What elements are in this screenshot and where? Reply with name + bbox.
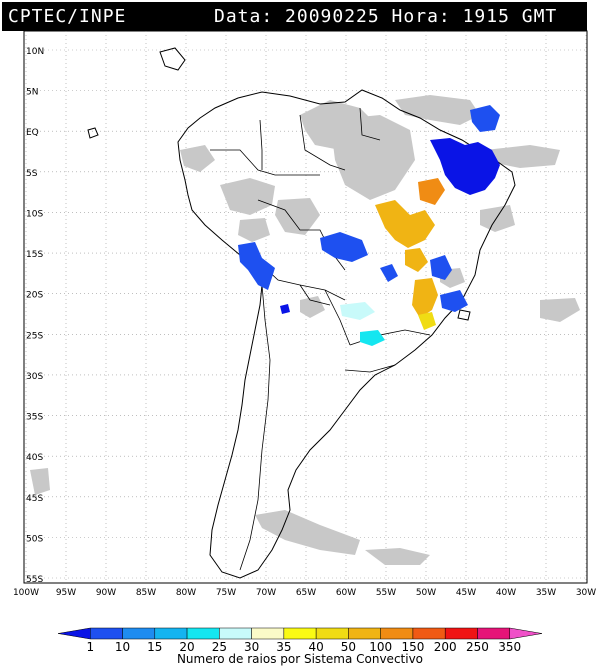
lat-label: 40S	[26, 453, 43, 463]
storm-sp	[440, 290, 468, 312]
lon-label: 35W	[536, 588, 556, 598]
lon-label: 30W	[576, 588, 596, 598]
lat-label: 25S	[26, 331, 43, 341]
colorbar-segment	[348, 627, 381, 640]
colorbar-tick-label: 100	[369, 640, 392, 654]
colorbar-segment	[154, 627, 188, 640]
storm-paraguay-light	[340, 302, 375, 320]
convective-systems	[238, 105, 500, 346]
lat-label: 15S	[26, 250, 43, 260]
storm-central-yellow	[375, 200, 435, 248]
colorbar-tick-label: 35	[276, 640, 291, 654]
colorbar-segment	[186, 627, 220, 640]
storm-north-coast	[470, 105, 500, 132]
lat-label: EQ	[26, 128, 39, 138]
lon-label: 50W	[416, 588, 436, 598]
lat-label: 20S	[26, 291, 43, 301]
colorbar-segment	[315, 627, 349, 640]
colorbar	[57, 627, 543, 640]
colorbar-tick-labels: 1 10 15 20 25 30 35 40 50 100 150 200 250 350	[86, 640, 521, 654]
colorbar-segment	[380, 627, 414, 640]
colorbar-tick-label: 1	[86, 640, 94, 654]
colorbar-tick-label: 15	[147, 640, 162, 654]
colorbar-tick-label: 40	[308, 640, 323, 654]
colorbar-segment	[509, 627, 543, 640]
lon-label: 40W	[496, 588, 516, 598]
lat-label: 45S	[26, 494, 43, 504]
lon-label: 55W	[376, 588, 396, 598]
lon-label: 85W	[136, 588, 156, 598]
colorbar-tick-label: 20	[179, 640, 194, 654]
colorbar-tick-label: 10	[115, 640, 130, 654]
lat-label: 50S	[26, 534, 43, 544]
lat-label: 10N	[26, 47, 44, 57]
lon-label: 75W	[216, 588, 236, 598]
lat-label: 10S	[26, 209, 43, 219]
colorbar-segment	[122, 627, 156, 640]
colorbar-segment	[57, 627, 91, 640]
storm-rj	[418, 312, 436, 330]
lon-label: 45W	[456, 588, 476, 598]
colorbar-segment	[219, 627, 252, 640]
latitude-labels: 10N 5N EQ 5S 10S 15S 20S 25S 30S 35S 40S 45S 50S 55S	[26, 47, 44, 585]
colorbar-tick-label: 250	[466, 640, 489, 654]
lon-label: 100W	[13, 588, 39, 598]
colorbar-tick-label: 30	[244, 640, 259, 654]
date-time-label: Data: 20090225 Hora: 1915 GMT	[214, 6, 558, 27]
header-bar: CPTEC/INPE Data: 20090225 Hora: 1915 GMT	[2, 2, 587, 31]
storm-east-mg	[430, 255, 452, 280]
colorbar-segment	[283, 627, 317, 640]
colorbar-segment	[90, 627, 123, 640]
colorbar-segment	[444, 627, 478, 640]
colorbar-tick-label: 150	[401, 640, 424, 654]
storm-northeast	[430, 138, 500, 195]
lon-label: 70W	[256, 588, 276, 598]
colorbar-tick-label: 350	[498, 640, 521, 654]
colorbar-segment	[477, 627, 510, 640]
storm-central-orange	[418, 178, 445, 205]
lat-label: 35S	[26, 413, 43, 423]
storm-parana-cyan	[360, 330, 385, 346]
colorbar-title: Numero de raios por Sistema Convectivo	[176, 652, 424, 666]
colorbar-tick-label: 200	[434, 640, 457, 654]
lon-label: 90W	[96, 588, 116, 598]
cloud-cover	[30, 95, 580, 565]
lat-label: 5N	[26, 88, 38, 98]
lon-label: 60W	[336, 588, 356, 598]
colorbar-tick-label: 25	[212, 640, 227, 654]
storm-mt	[320, 232, 368, 262]
lon-label: 95W	[56, 588, 76, 598]
colorbar-segment	[251, 627, 285, 640]
lat-label: 5S	[26, 169, 38, 179]
lon-label: 80W	[176, 588, 196, 598]
storm-chile	[280, 304, 290, 314]
lat-label: 30S	[26, 372, 43, 382]
storm-goias	[405, 248, 428, 272]
lon-label: 65W	[296, 588, 316, 598]
colorbar-segment	[412, 627, 446, 640]
storm-mg	[412, 278, 438, 318]
source-label: CPTEC/INPE	[8, 6, 127, 27]
storm-bolivia	[238, 242, 275, 290]
lat-label: 55S	[26, 575, 43, 585]
longitude-labels: 100W 95W 90W 85W 80W 75W 70W 65W 60W 55W 50W 45W 40W…	[13, 588, 596, 598]
colorbar-tick-label: 50	[341, 640, 356, 654]
storm-ms	[380, 264, 398, 282]
